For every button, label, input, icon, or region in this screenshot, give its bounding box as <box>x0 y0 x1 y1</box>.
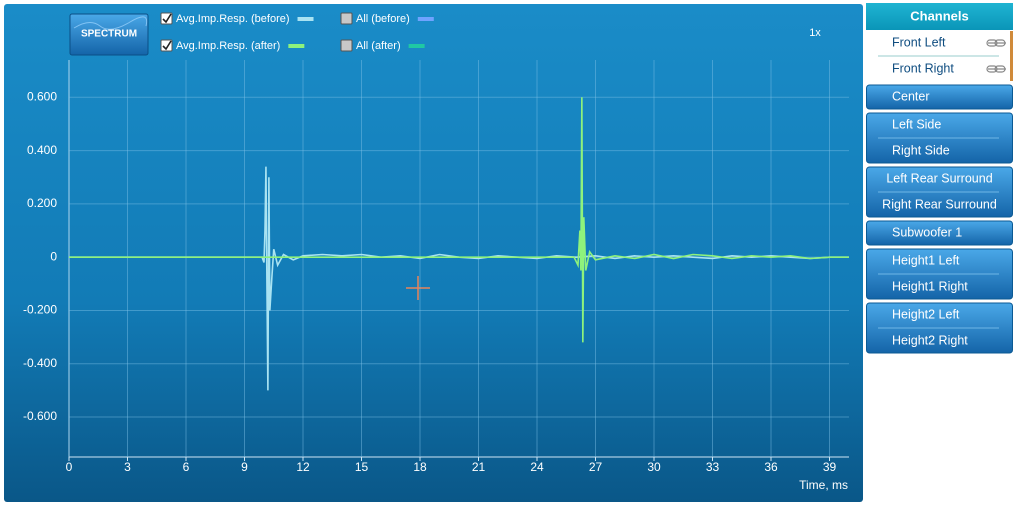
x-tick-label: 33 <box>706 460 720 474</box>
y-tick-label: -0.200 <box>23 303 57 317</box>
x-tick-label: 18 <box>413 460 427 474</box>
series-line <box>69 166 849 391</box>
legend-label[interactable]: Avg.Imp.Resp. (after) <box>176 40 280 52</box>
channel-group[interactable] <box>866 84 1013 110</box>
channel-label[interactable]: Subwoofer 1 <box>892 225 962 239</box>
channel-label[interactable]: Height1 Left <box>892 253 960 267</box>
y-tick-label: 0 <box>50 249 57 263</box>
checkbox[interactable] <box>340 12 353 25</box>
channel-label[interactable]: Center <box>892 89 930 103</box>
channel-label[interactable]: Right Rear Surround <box>882 197 997 211</box>
y-tick-label: 0.600 <box>27 89 57 103</box>
legend-label[interactable]: Avg.Imp.Resp. (before) <box>176 13 290 25</box>
channel-label[interactable]: Left Rear Surround <box>886 171 992 185</box>
channel-label[interactable]: Height2 Left <box>892 307 960 321</box>
y-tick-label: 0.400 <box>27 143 57 157</box>
channel-group[interactable] <box>866 220 1013 246</box>
x-tick-label: 36 <box>764 460 778 474</box>
link-icon[interactable] <box>986 65 1006 73</box>
series-line <box>69 97 849 343</box>
x-tick-label: 9 <box>241 460 248 474</box>
crosshair <box>406 276 430 300</box>
x-tick-label: 39 <box>823 460 837 474</box>
spectrum-button[interactable]: SPECTRUM <box>69 13 149 56</box>
channel-label[interactable]: Height1 Right <box>892 279 968 293</box>
zoom-label: 1x <box>809 27 821 39</box>
channels-header <box>866 3 1013 30</box>
channel-label[interactable]: Front Left <box>892 35 946 49</box>
x-tick-label: 30 <box>647 460 661 474</box>
x-tick-label: 6 <box>183 460 190 474</box>
channel-label[interactable]: Height2 Right <box>892 333 968 347</box>
channel-label[interactable]: Front Right <box>892 61 954 75</box>
x-tick-label: 0 <box>66 460 73 474</box>
x-tick-label: 21 <box>472 460 486 474</box>
x-tick-label: 24 <box>530 460 544 474</box>
legend-label[interactable]: All (after) <box>356 40 401 52</box>
x-axis-label: Time, ms <box>799 478 848 492</box>
legend-label[interactable]: All (before) <box>356 13 410 25</box>
selection-bar <box>1010 31 1013 81</box>
x-tick-label: 15 <box>355 460 369 474</box>
y-tick-label: 0.200 <box>27 196 57 210</box>
y-tick-label: -0.600 <box>23 409 57 423</box>
x-tick-label: 12 <box>296 460 310 474</box>
link-icon[interactable] <box>986 39 1006 47</box>
y-tick-label: -0.400 <box>23 356 57 370</box>
channels-title: Channels <box>910 8 969 23</box>
checkmark[interactable] <box>162 13 172 24</box>
channel-label[interactable]: Right Side <box>892 143 950 157</box>
channel-label[interactable]: Left Side <box>892 117 941 131</box>
checkmark[interactable] <box>162 40 172 51</box>
x-tick-label: 27 <box>589 460 603 474</box>
x-tick-label: 3 <box>124 460 131 474</box>
button-label[interactable]: SPECTRUM <box>81 29 137 40</box>
checkbox[interactable] <box>340 39 353 52</box>
chart-panel <box>4 4 863 502</box>
